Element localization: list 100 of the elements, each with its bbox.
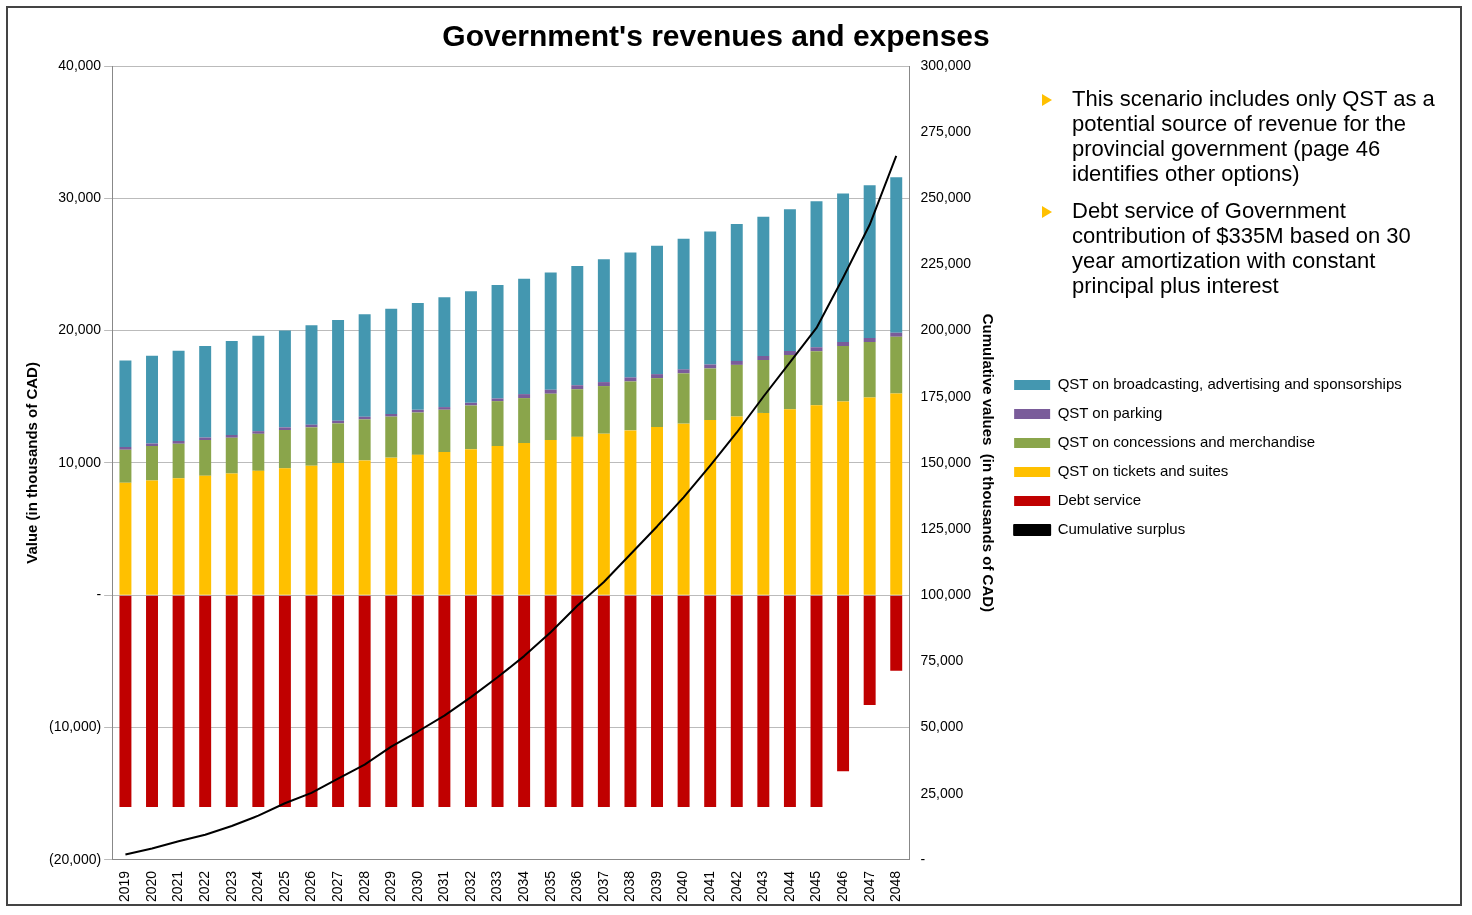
legend-label: QST on broadcasting, advertising and sponsorships <box>1057 375 1402 393</box>
x-tick-label: 2030 <box>408 870 425 903</box>
text: Debt service of Government contribution of $335M based on 30 year amortization with constant principal plus interest <box>1072 198 1411 298</box>
bar <box>385 457 398 595</box>
x-tick-label: 2036 <box>568 870 585 903</box>
bar <box>119 360 132 448</box>
bar <box>704 595 717 807</box>
bar <box>119 595 132 807</box>
y-tick-label: 30,000 <box>58 189 102 206</box>
chart-title: Government's revenues and expenses <box>442 19 990 53</box>
bar <box>252 433 265 471</box>
x-tick-label: 2043 <box>754 870 771 903</box>
bar <box>438 452 451 595</box>
bar <box>411 302 424 410</box>
bar <box>597 259 610 383</box>
bar <box>810 595 823 807</box>
bar <box>730 364 743 417</box>
y2-tick-label: 25,000 <box>920 784 964 801</box>
bar <box>491 398 504 402</box>
bar <box>305 325 318 425</box>
bar <box>146 480 158 595</box>
bar <box>863 185 876 339</box>
bar <box>411 409 424 413</box>
bar <box>225 437 238 474</box>
bar <box>146 355 158 444</box>
bar <box>172 350 185 442</box>
bar <box>890 336 903 394</box>
y2-tick-label: 75,000 <box>920 652 964 669</box>
y2-tick-label: 200,000 <box>920 321 972 338</box>
bar <box>544 393 557 441</box>
x-tick-label: 2032 <box>461 870 478 903</box>
legend-label: QST on parking <box>1057 404 1163 422</box>
bar <box>837 345 850 402</box>
x-tick-label: 2031 <box>435 870 452 903</box>
bar <box>199 345 212 438</box>
bar <box>252 335 265 432</box>
bar <box>863 397 876 595</box>
bar <box>810 351 823 406</box>
bar <box>225 595 238 807</box>
bar <box>677 373 690 424</box>
bar <box>571 595 584 807</box>
y2-tick-label: 175,000 <box>920 387 972 404</box>
bar <box>863 595 876 706</box>
bar <box>704 364 717 369</box>
bar <box>464 402 477 406</box>
y2-tick-label: 225,000 <box>920 255 972 272</box>
bar <box>438 407 451 410</box>
bar <box>597 382 610 387</box>
bar <box>385 308 398 414</box>
bar <box>544 272 557 390</box>
bar <box>544 595 557 807</box>
bar <box>332 319 345 421</box>
bar <box>597 386 610 434</box>
x-tick-label: 2029 <box>382 870 399 903</box>
bar <box>225 340 238 436</box>
bar <box>571 436 584 595</box>
text: This scenario includes only QST as a potential source of revenue for the provincial government (page 46 identifies other options) <box>1072 86 1435 186</box>
bar <box>651 245 664 375</box>
x-tick-label: 2035 <box>541 870 558 903</box>
bar <box>757 595 770 807</box>
y-tick-label: 40,000 <box>58 56 102 73</box>
bar <box>252 595 265 807</box>
bar <box>225 435 238 438</box>
bar <box>438 297 451 408</box>
bar <box>199 437 212 441</box>
bar <box>890 332 903 337</box>
bar <box>119 482 132 595</box>
bar <box>172 478 185 595</box>
x-tick-label: 2047 <box>860 870 877 903</box>
bar <box>890 595 903 671</box>
x-tick-label: 2048 <box>887 870 904 903</box>
bar <box>491 401 504 447</box>
x-tick-label: 2020 <box>142 870 159 903</box>
bar <box>278 427 291 430</box>
x-tick-label: 2042 <box>727 870 744 903</box>
bar <box>624 595 637 807</box>
bar <box>544 389 557 394</box>
y-tick-label: 10,000 <box>58 453 102 470</box>
y-axis-title: Value (in thousands of CAD) <box>23 362 41 564</box>
bar <box>199 440 212 476</box>
bar <box>491 446 504 595</box>
bar <box>890 177 903 333</box>
legend-label: QST on tickets and suites <box>1057 462 1229 480</box>
bar <box>278 429 291 469</box>
bar <box>411 454 424 595</box>
bar <box>810 347 823 352</box>
bar <box>597 433 610 595</box>
bar <box>757 356 770 360</box>
bar <box>172 595 185 807</box>
bar <box>305 595 318 807</box>
bar <box>837 595 850 772</box>
y2-tick-label: 125,000 <box>920 519 972 536</box>
bar <box>863 342 876 398</box>
bar <box>518 398 531 444</box>
bar <box>597 595 610 807</box>
bar <box>518 443 531 595</box>
bar <box>305 465 318 595</box>
y-tick-label: 20,000 <box>58 321 102 338</box>
bar <box>358 314 371 417</box>
bar <box>385 413 398 417</box>
